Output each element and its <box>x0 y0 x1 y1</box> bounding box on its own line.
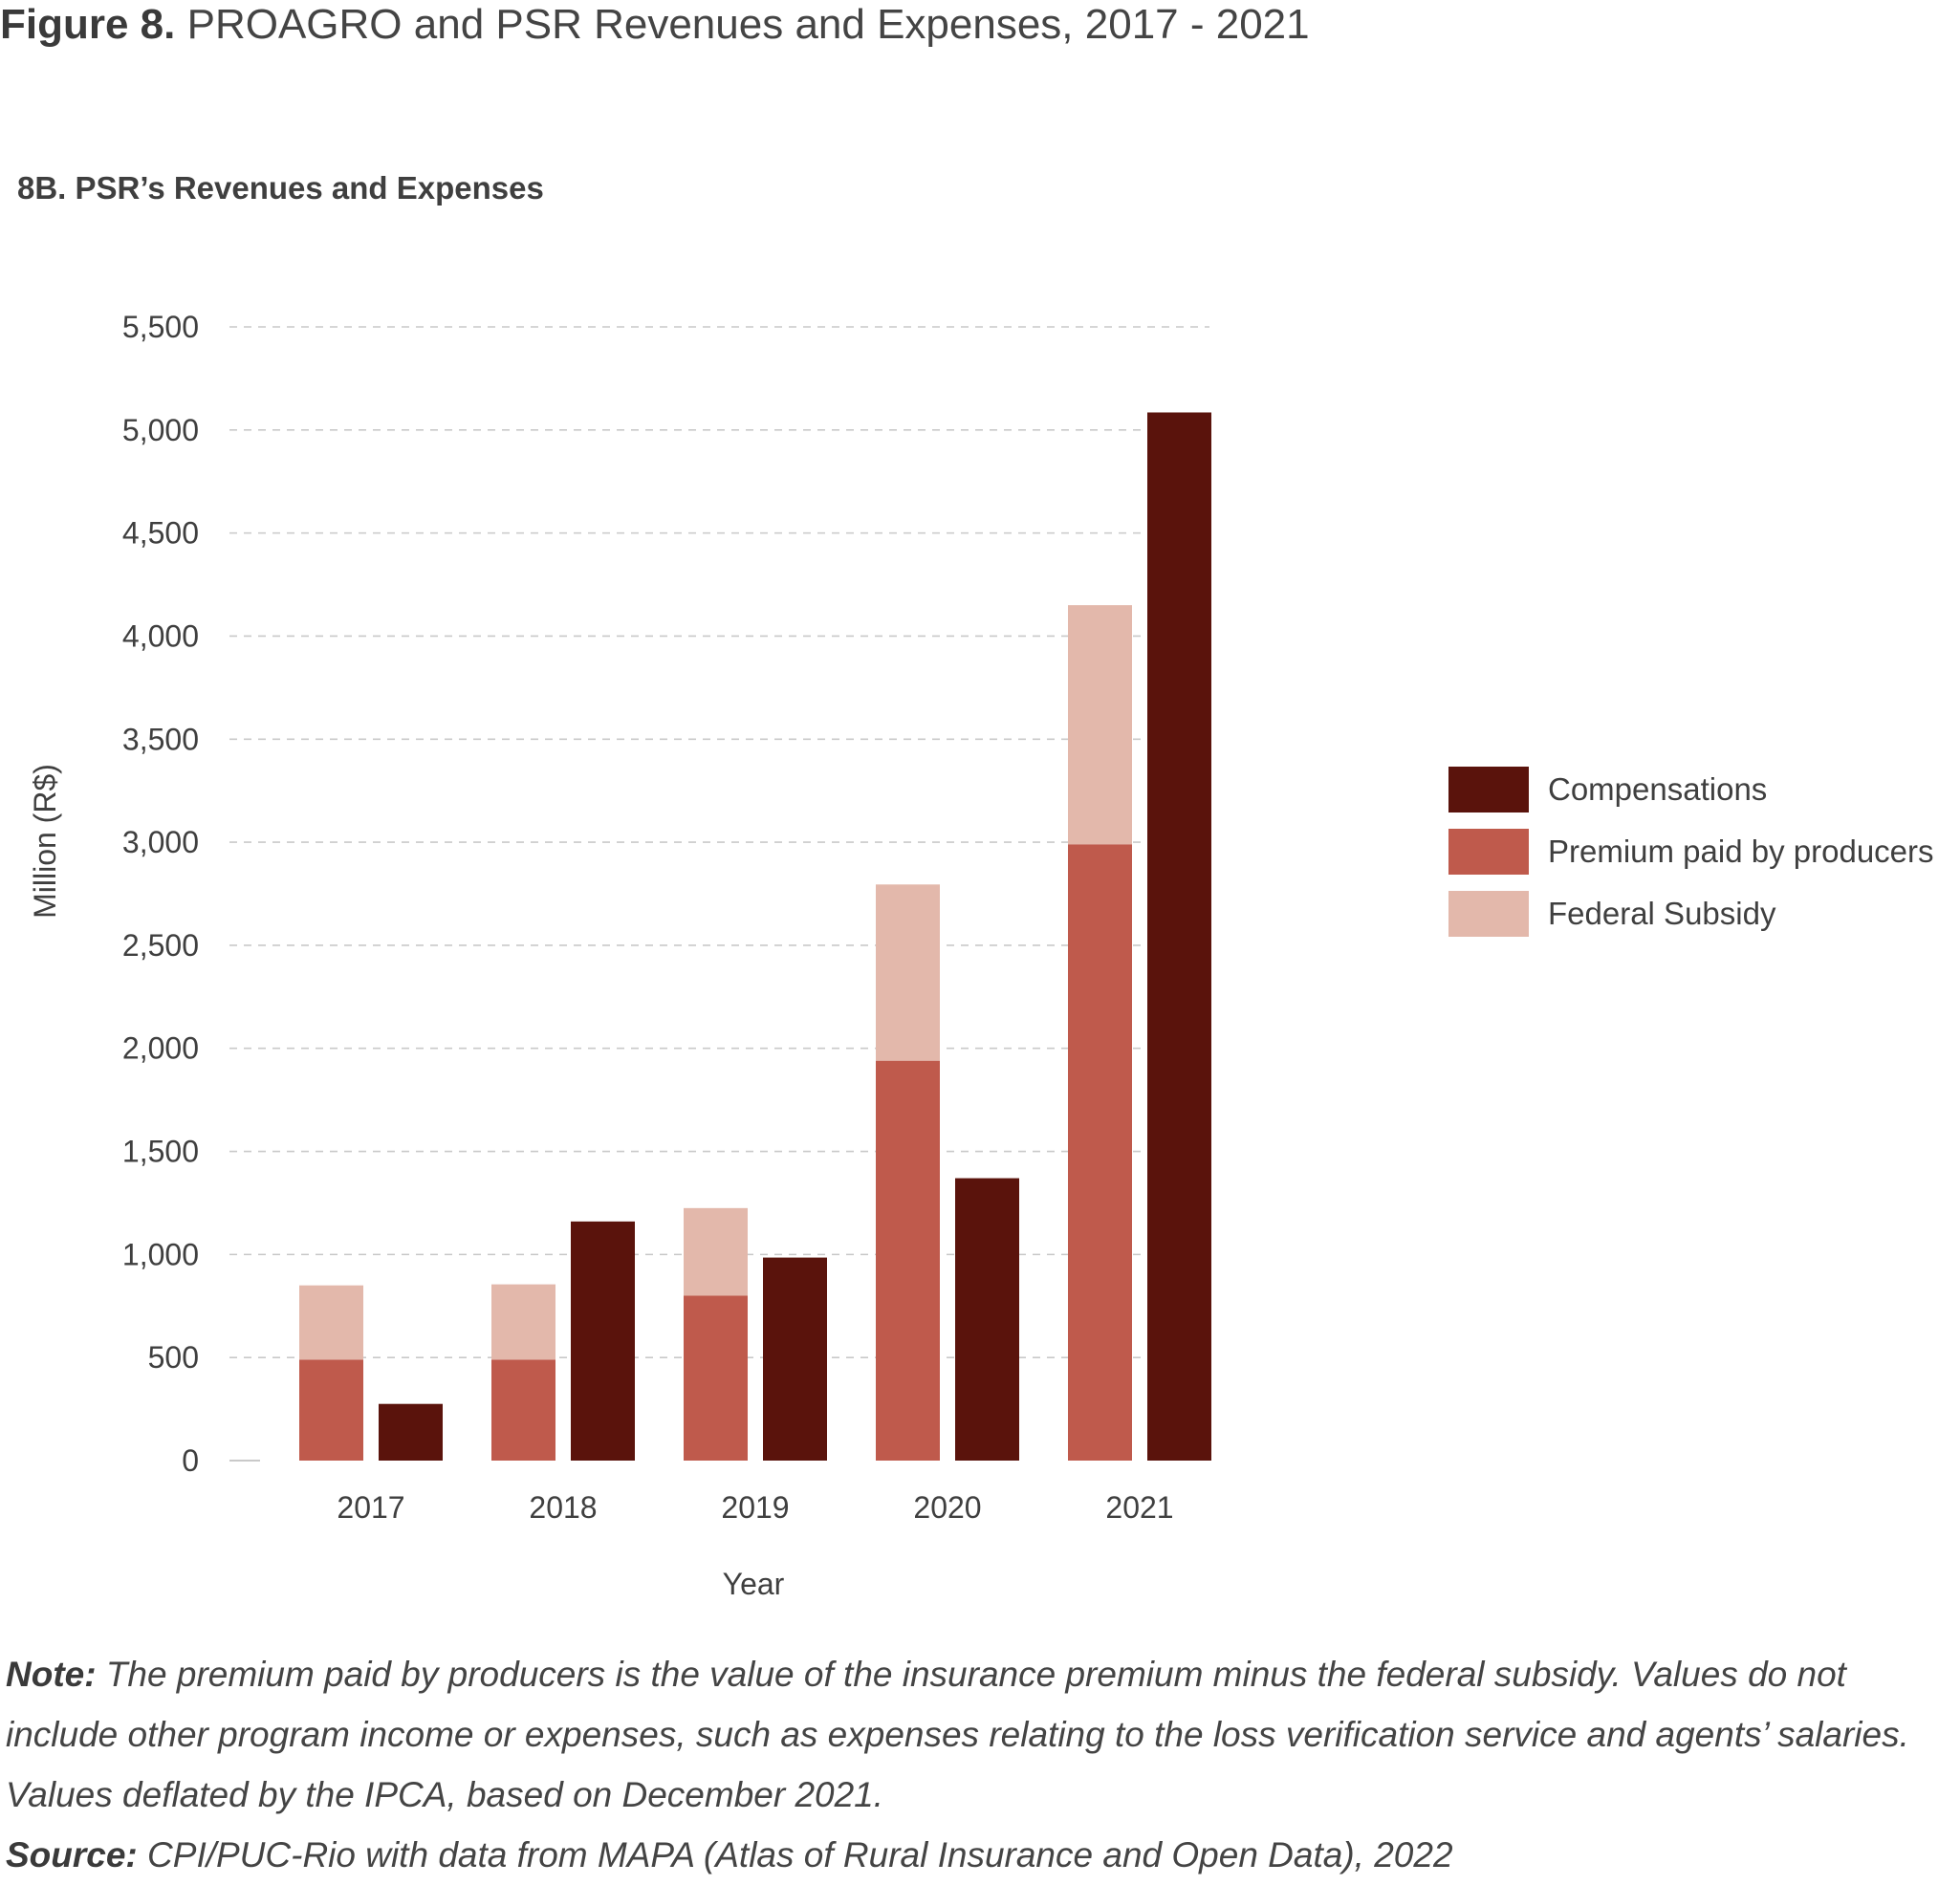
bar-compensations-2019 <box>763 1257 827 1461</box>
x-axis-title: Year <box>723 1567 785 1601</box>
bar-subsidy-2020 <box>876 884 940 1061</box>
y-tick-label: 500 <box>148 1340 199 1375</box>
source: Source: CPI/PUC-Rio with data from MAPA … <box>6 1825 1951 1885</box>
legend-item-premium: Premium paid by producers <box>1448 829 1934 875</box>
y-tick-label: 5,500 <box>122 310 199 344</box>
y-tick-label: 0 <box>182 1443 199 1478</box>
y-tick-label: 4,000 <box>122 618 199 653</box>
source-label: Source: <box>6 1835 138 1874</box>
bar-subsidy-2021 <box>1068 605 1132 845</box>
figure-title: Figure 8. PROAGRO and PSR Revenues and E… <box>0 0 1310 50</box>
x-axis-ticks: 2017 2018 2019 2020 2021 <box>337 1490 1173 1525</box>
legend: Compensations Premium paid by producers … <box>1448 767 1934 953</box>
bar-premium-2017 <box>299 1359 363 1461</box>
bar-compensations-2021 <box>1147 412 1211 1461</box>
legend-swatch <box>1448 767 1529 812</box>
bar-subsidy-2018 <box>491 1284 555 1360</box>
source-text: CPI/PUC-Rio with data from MAPA (Atlas o… <box>147 1835 1453 1874</box>
note: Note: The premium paid by producers is t… <box>6 1644 1951 1825</box>
x-tick-label: 2019 <box>721 1490 789 1525</box>
y-tick-label: 1,000 <box>122 1237 199 1271</box>
legend-item-subsidy: Federal Subsidy <box>1448 891 1934 937</box>
y-tick-label: 3,000 <box>122 825 199 859</box>
figure-number: Figure 8. <box>0 1 176 48</box>
bar-subsidy-2019 <box>684 1207 748 1296</box>
y-axis-title: Million (R$) <box>28 764 62 919</box>
y-tick-label: 4,500 <box>122 516 199 551</box>
legend-label: Premium paid by producers <box>1548 834 1934 869</box>
bar-compensations-2017 <box>379 1403 443 1461</box>
bar-chart: 0 500 1,000 1,500 2,000 2,500 3,000 3,500 4,000 4… <box>28 310 1211 1601</box>
legend-swatch <box>1448 829 1529 875</box>
y-tick-label: 2,500 <box>122 928 199 963</box>
y-tick-label: 2,000 <box>122 1031 199 1066</box>
legend-label: Compensations <box>1548 771 1768 807</box>
bars <box>299 412 1211 1461</box>
bar-subsidy-2017 <box>299 1285 363 1360</box>
bar-premium-2021 <box>1068 844 1132 1461</box>
note-label: Note: <box>6 1655 97 1694</box>
y-tick-label: 1,500 <box>122 1135 199 1169</box>
x-tick-label: 2021 <box>1105 1490 1173 1525</box>
y-axis-ticks: 0 500 1,000 1,500 2,000 2,500 3,000 3,500 4,000 4… <box>122 310 199 1478</box>
legend-label: Federal Subsidy <box>1548 896 1776 931</box>
bar-premium-2019 <box>684 1295 748 1461</box>
x-tick-label: 2020 <box>913 1490 981 1525</box>
bar-premium-2020 <box>876 1060 940 1461</box>
legend-swatch <box>1448 891 1529 937</box>
notes-block: Note: The premium paid by producers is t… <box>6 1644 1951 1885</box>
x-tick-label: 2018 <box>529 1490 597 1525</box>
chart-subtitle: 8B. PSR’s Revenues and Expenses <box>17 170 544 206</box>
bar-premium-2018 <box>491 1359 555 1461</box>
bar-compensations-2018 <box>571 1221 635 1461</box>
x-tick-label: 2017 <box>337 1490 404 1525</box>
bar-compensations-2020 <box>955 1178 1019 1461</box>
y-tick-label: 5,000 <box>122 413 199 447</box>
legend-item-compensations: Compensations <box>1448 767 1934 812</box>
note-text: The premium paid by producers is the val… <box>6 1655 1909 1814</box>
y-tick-label: 3,500 <box>122 722 199 756</box>
figure-title-text: PROAGRO and PSR Revenues and Expenses, 2… <box>186 1 1310 48</box>
